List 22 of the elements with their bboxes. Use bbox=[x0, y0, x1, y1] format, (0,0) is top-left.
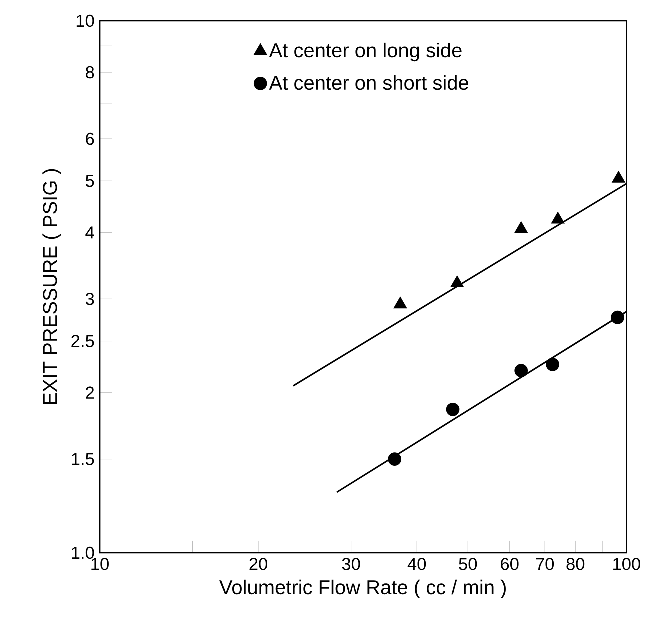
legend-label: At center on long side bbox=[269, 42, 462, 62]
y-tick-label: 3 bbox=[86, 293, 94, 306]
y-tick-label: 2 bbox=[86, 386, 94, 399]
y-axis-title: EXIT PRESSURE ( PSIG ) bbox=[42, 169, 62, 404]
y-tick-label: 1.5 bbox=[72, 453, 94, 466]
legend-label: At center on short side bbox=[269, 75, 468, 90]
x-tick-label: 20 bbox=[250, 558, 268, 570]
x-tick-label: 80 bbox=[566, 558, 585, 570]
y-tick-label: 4 bbox=[86, 226, 94, 239]
x-tick-label: 70 bbox=[536, 558, 554, 570]
y-tick-label: 6 bbox=[86, 132, 94, 146]
x-tick-label: 30 bbox=[342, 558, 360, 570]
x-tick-label: 40 bbox=[408, 558, 426, 570]
y-tick-label: 10 bbox=[76, 14, 94, 28]
y-tick-label: 2.5 bbox=[72, 335, 94, 348]
y-tick-label: 1.0 bbox=[72, 546, 94, 560]
y-tick-label: 5 bbox=[86, 175, 94, 188]
x-axis-title: Volumetric Flow Rate ( cc / min ) bbox=[220, 580, 506, 599]
x-tick-label: 50 bbox=[459, 558, 478, 570]
x-tick-label: 100 bbox=[614, 558, 640, 570]
x-tick-label: 60 bbox=[501, 558, 519, 570]
y-tick-label: 8 bbox=[86, 66, 94, 79]
